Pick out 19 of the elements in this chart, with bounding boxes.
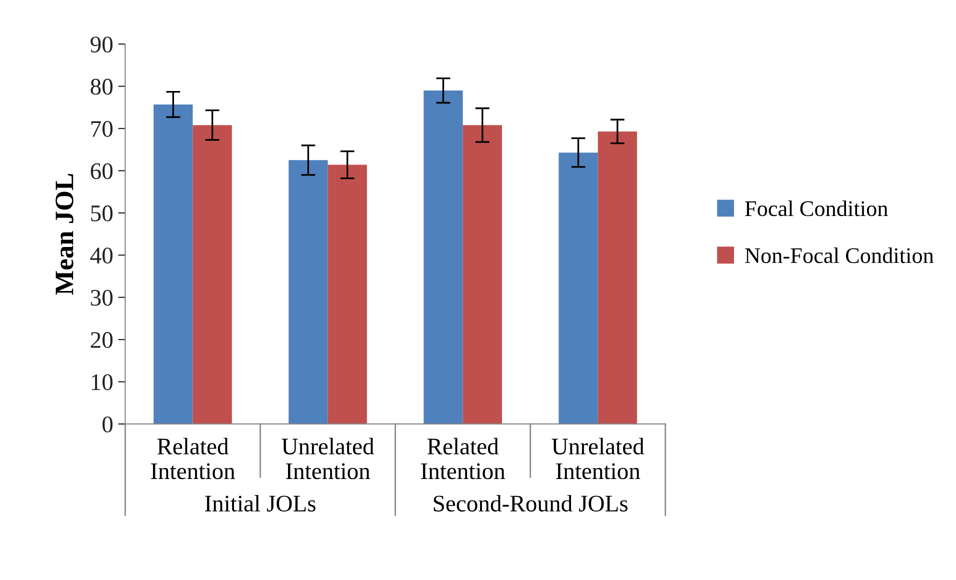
x-tick-label: Unrelated Intention xyxy=(282,438,374,480)
y-tick-label: 80 xyxy=(90,78,113,95)
x-tick-label: Unrelated Intention xyxy=(552,438,644,480)
y-tick-label: 10 xyxy=(92,374,113,390)
legend-label: Focal Condition xyxy=(745,200,888,216)
y-tick-label: 30 xyxy=(90,290,113,306)
y-tick-label: 90 xyxy=(90,36,113,53)
text: Initial JOLs xyxy=(205,494,316,512)
y-tick-label: 70 xyxy=(91,120,113,137)
y-tick-label: 40 xyxy=(90,248,113,264)
x-tick-label: Related Intention xyxy=(150,438,236,480)
y-tick-label: 20 xyxy=(90,332,113,348)
text: Second-Round JOLs xyxy=(434,494,628,512)
y-tick-label: 60 xyxy=(90,163,113,180)
y-tick-label: 0 xyxy=(102,416,113,432)
x-tick-label: Related Intention xyxy=(421,438,506,480)
legend-label: Non-Focal Condition xyxy=(745,248,934,264)
y-axis-title: Mean JOL xyxy=(56,174,74,295)
y-tick-label: 50 xyxy=(91,205,113,222)
